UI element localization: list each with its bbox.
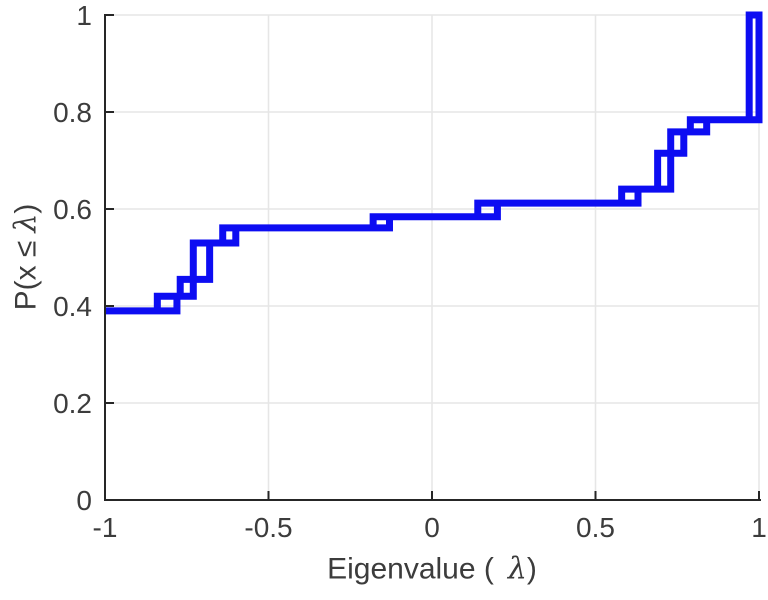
y-axis-label-text: P(x ≤ bbox=[9, 240, 43, 311]
x-axis-label: Eigenvalue ( λ) bbox=[327, 552, 537, 587]
x-tick-label: 0 bbox=[424, 512, 440, 543]
x-tick-label: 1 bbox=[751, 512, 767, 543]
ecdf-curve bbox=[105, 11, 763, 315]
y-tick-label: 0.8 bbox=[53, 97, 92, 128]
tick-marks bbox=[104, 14, 760, 501]
y-tick-label: 0.4 bbox=[53, 291, 92, 322]
y-axis-label-close: ) bbox=[9, 203, 43, 214]
tick-labels: -1 -0.5 0 0.5 1 0 0.2 0.4 0.6 0.8 1 bbox=[53, 0, 767, 543]
x-tick-label: -1 bbox=[93, 512, 118, 543]
y-tick-label: 0.2 bbox=[53, 388, 92, 419]
axes bbox=[104, 14, 761, 501]
gridlines bbox=[105, 14, 760, 500]
x-tick-label: -0.5 bbox=[244, 512, 292, 543]
y-axis-lambda-symbol: λ bbox=[8, 213, 44, 233]
x-axis-label-text: Eigenvalue ( bbox=[327, 552, 494, 586]
y-tick-label: 0 bbox=[76, 485, 92, 516]
x-axis-lambda-symbol: λ bbox=[507, 551, 527, 587]
y-axis-label: P(x ≤ λ) bbox=[9, 204, 44, 311]
x-tick-label: 0.5 bbox=[576, 512, 615, 543]
y-tick-label: 1 bbox=[76, 0, 92, 31]
y-tick-label: 0.6 bbox=[53, 194, 92, 225]
x-axis-label-close: ) bbox=[526, 552, 537, 586]
